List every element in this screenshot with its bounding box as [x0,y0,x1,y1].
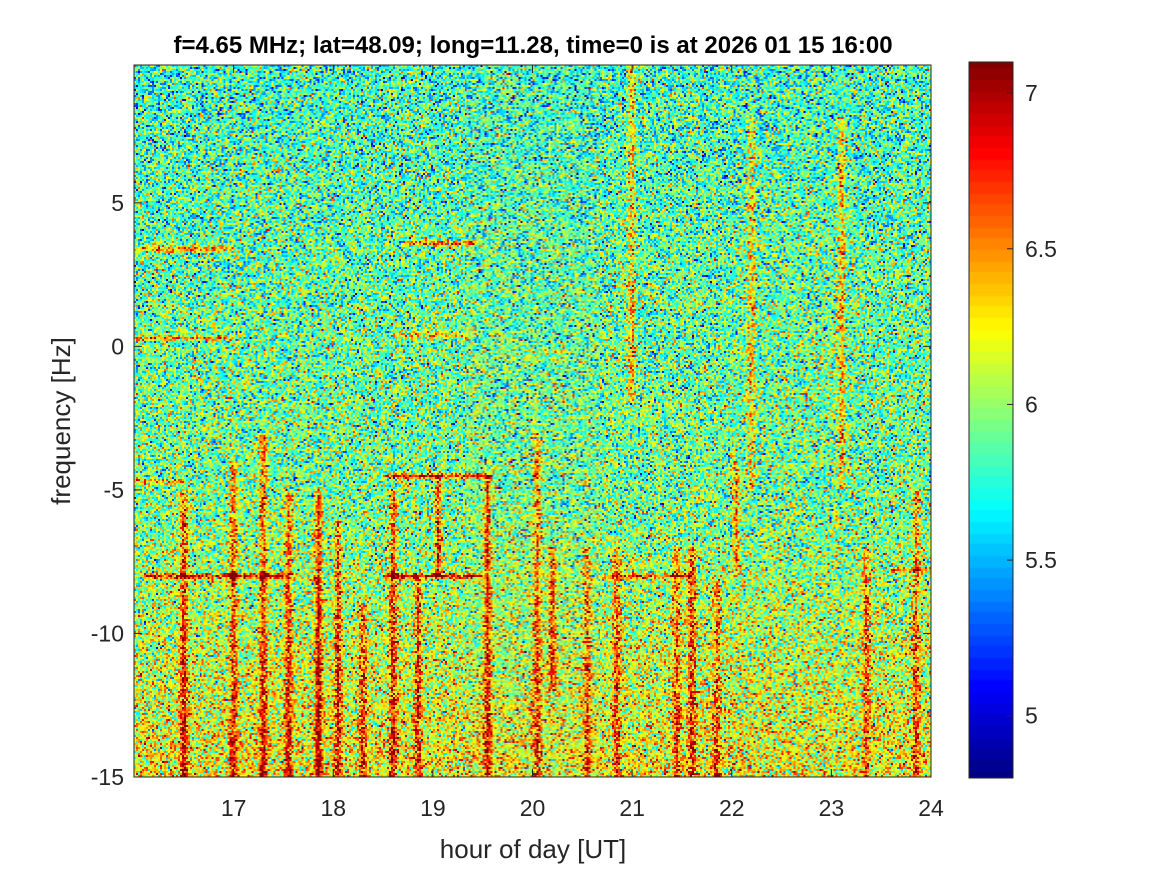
colorbar-tick-label: 6 [1025,391,1038,417]
colorbar-box [968,61,1014,779]
y-tick-label: -5 [104,477,124,503]
x-tick-label: 24 [918,795,944,821]
colorbar-tick-label: 6.5 [1025,236,1057,262]
y-tick-label: -15 [91,764,124,790]
x-axis: 17 18 19 20 21 22 23 24 [221,65,944,821]
x-tick-label: 18 [320,795,346,821]
colorbar-tick-label: 7 [1025,80,1038,106]
colorbar-tick-label: 5.5 [1025,547,1057,573]
y-axis: -15 -10 -5 0 5 [91,190,931,790]
colorbar-tick-label: 5 [1025,703,1038,729]
x-tick-label: 17 [221,795,247,821]
x-axis-label: hour of day [UT] [440,834,626,864]
x-tick-label: 23 [819,795,845,821]
y-tick-label: 5 [111,190,124,216]
x-tick-label: 22 [719,795,745,821]
colorbar [969,62,1013,778]
colorbar-axis: 5 5.5 6 6.5 7 [1007,80,1057,729]
y-tick-label: 0 [111,333,124,359]
plot-axes-box [133,64,932,778]
y-tick-label: -10 [91,620,124,646]
chart-title: f=4.65 MHz; lat=48.09; long=11.28, time=… [173,32,892,59]
spectrogram-heatmap [134,65,931,777]
y-axis-label: frequency [Hz] [46,337,76,505]
x-tick-label: 21 [619,795,645,821]
x-tick-label: 19 [420,795,446,821]
x-tick-label: 20 [520,795,546,821]
